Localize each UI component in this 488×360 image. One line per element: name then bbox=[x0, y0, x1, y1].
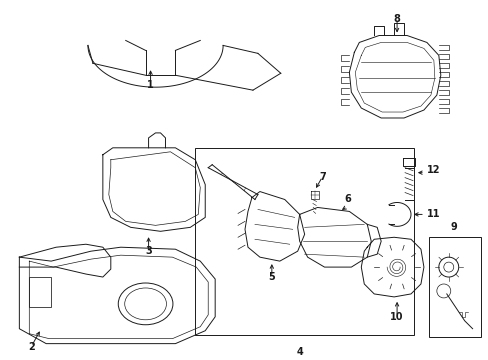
Text: 4: 4 bbox=[296, 347, 303, 357]
Bar bbox=[29, 277, 51, 307]
Text: 12: 12 bbox=[426, 165, 440, 175]
Text: 3: 3 bbox=[145, 246, 152, 256]
Text: 6: 6 bbox=[343, 194, 350, 204]
Text: 1: 1 bbox=[147, 80, 154, 90]
Bar bbox=[195, 148, 413, 335]
Text: 7: 7 bbox=[319, 172, 325, 182]
Text: 5: 5 bbox=[268, 272, 275, 282]
Text: 9: 9 bbox=[449, 222, 456, 232]
Text: 8: 8 bbox=[393, 14, 400, 24]
Text: 10: 10 bbox=[389, 312, 403, 322]
Bar bbox=[428, 237, 480, 337]
Text: 11: 11 bbox=[426, 210, 440, 219]
Text: 2: 2 bbox=[28, 342, 35, 352]
